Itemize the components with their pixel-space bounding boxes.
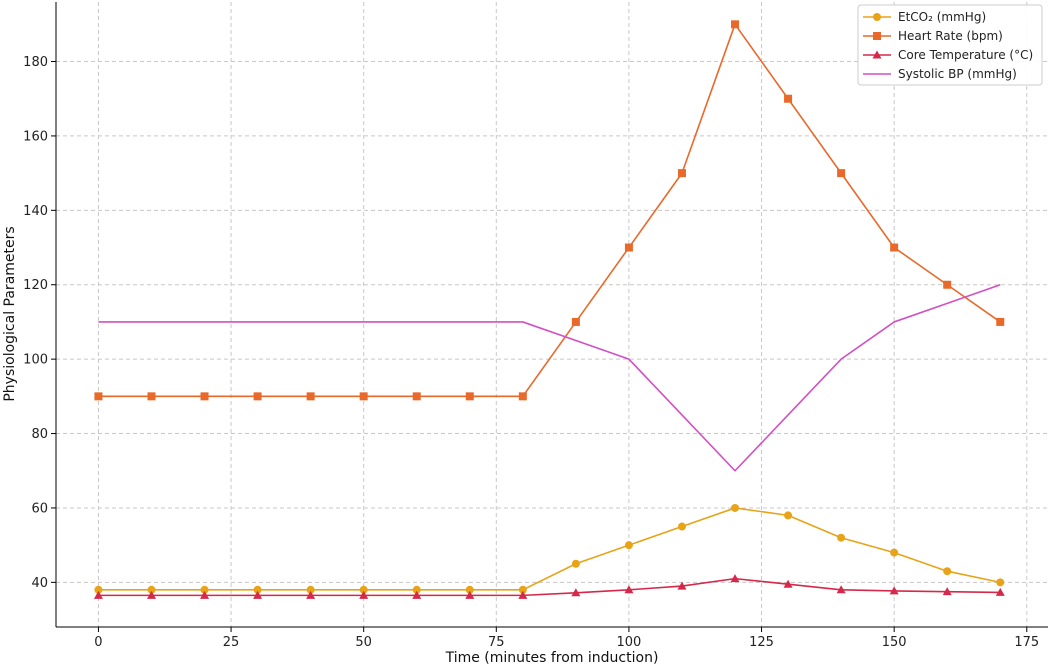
data-point <box>359 585 368 594</box>
data-point <box>784 94 793 103</box>
x-tick-label: 0 <box>94 635 102 650</box>
data-point <box>465 585 474 594</box>
y-tick-label: 120 <box>23 278 48 293</box>
legend-item: Core Temperature (°C) <box>863 48 1033 62</box>
data-point <box>518 590 528 599</box>
data-point <box>359 392 368 401</box>
data-point <box>677 581 687 590</box>
y-tick-label: 160 <box>23 129 48 144</box>
data-point <box>995 587 1005 596</box>
data-point <box>731 20 740 29</box>
x-tick-label: 25 <box>223 635 240 650</box>
data-point <box>94 585 103 594</box>
data-point <box>147 392 156 401</box>
series-core-temperature-c <box>93 574 1005 599</box>
data-point <box>253 392 262 401</box>
data-point <box>200 585 209 594</box>
legend: EtCO₂ (mmHg) Heart Rate (bpm) Core Tempera… <box>857 4 1043 86</box>
data-point <box>890 548 899 557</box>
data-point <box>465 392 474 401</box>
data-point <box>677 169 686 178</box>
data-point <box>518 392 527 401</box>
data-point <box>93 590 103 599</box>
data-point <box>889 586 899 595</box>
data-point <box>624 541 633 550</box>
data-point <box>518 585 527 594</box>
series-systolic-bp-mmhg <box>98 283 1001 472</box>
data-point <box>942 587 952 596</box>
legend-label: EtCO₂ (mmHg) <box>898 10 986 24</box>
series <box>93 20 1005 599</box>
legend-marker <box>873 32 881 40</box>
data-point <box>571 559 580 568</box>
data-point <box>147 585 156 594</box>
data-point <box>571 317 580 326</box>
x-tick-label: 175 <box>1014 635 1039 650</box>
data-point <box>837 533 846 542</box>
data-point <box>253 590 263 599</box>
data-point <box>306 590 316 599</box>
x-ticks: 0 25 50 75 100 125 150 175 <box>94 627 1039 650</box>
legend-label: Core Temperature (°C) <box>898 48 1033 62</box>
data-point <box>146 590 156 599</box>
data-point <box>890 243 899 252</box>
data-point <box>412 585 421 594</box>
data-point <box>200 590 210 599</box>
data-point <box>996 317 1005 326</box>
y-ticks: 40 60 80 100 120 140 160 180 <box>23 55 56 591</box>
x-tick-label: 150 <box>882 635 907 650</box>
x-tick-label: 75 <box>488 635 505 650</box>
data-point <box>783 579 793 588</box>
data-point <box>571 588 581 597</box>
y-tick-label: 140 <box>23 204 48 219</box>
data-point <box>412 590 422 599</box>
y-tick-label: 100 <box>23 353 48 368</box>
y-axis-label: Physiological Parameters <box>2 226 18 401</box>
legend-item: Heart Rate (bpm) <box>863 29 1003 43</box>
x-tick-label: 50 <box>355 635 372 650</box>
legend-label: Systolic BP (mmHg) <box>898 67 1017 81</box>
data-point <box>306 392 315 401</box>
x-tick-label: 100 <box>617 635 642 650</box>
y-tick-label: 180 <box>23 55 48 70</box>
x-axis-label: Time (minutes from induction) <box>445 650 659 666</box>
legend-item: EtCO₂ (mmHg) <box>863 10 986 24</box>
data-point <box>996 578 1005 587</box>
data-point <box>465 590 475 599</box>
series-line <box>98 577 1001 597</box>
data-point <box>306 585 315 594</box>
series-line <box>98 283 1001 472</box>
data-point <box>624 243 633 252</box>
data-point <box>837 169 846 178</box>
data-point <box>943 280 952 289</box>
data-point <box>94 392 103 401</box>
legend-label: Heart Rate (bpm) <box>898 29 1003 43</box>
legend-marker <box>873 13 881 21</box>
series-heart-rate-bpm <box>94 20 1005 401</box>
data-point <box>624 585 634 594</box>
series-line <box>98 23 1001 398</box>
legend-marker <box>872 50 882 59</box>
data-point <box>412 392 421 401</box>
data-point <box>200 392 209 401</box>
series-line <box>98 507 1001 591</box>
data-point <box>731 503 740 512</box>
y-tick-label: 80 <box>31 427 48 442</box>
series-etco-mmhg <box>94 503 1005 594</box>
data-point <box>359 590 369 599</box>
data-point <box>943 567 952 576</box>
data-point <box>730 574 740 583</box>
x-tick-label: 125 <box>749 635 774 650</box>
data-point <box>836 585 846 594</box>
y-tick-label: 60 <box>31 501 48 516</box>
data-point <box>677 522 686 531</box>
plot-background <box>56 2 1048 627</box>
axes <box>55 2 1048 628</box>
data-point <box>784 511 793 520</box>
data-point <box>253 585 262 594</box>
y-tick-label: 40 <box>31 576 48 591</box>
legend-item: Systolic BP (mmHg) <box>863 67 1017 81</box>
legend-box <box>857 4 1043 86</box>
